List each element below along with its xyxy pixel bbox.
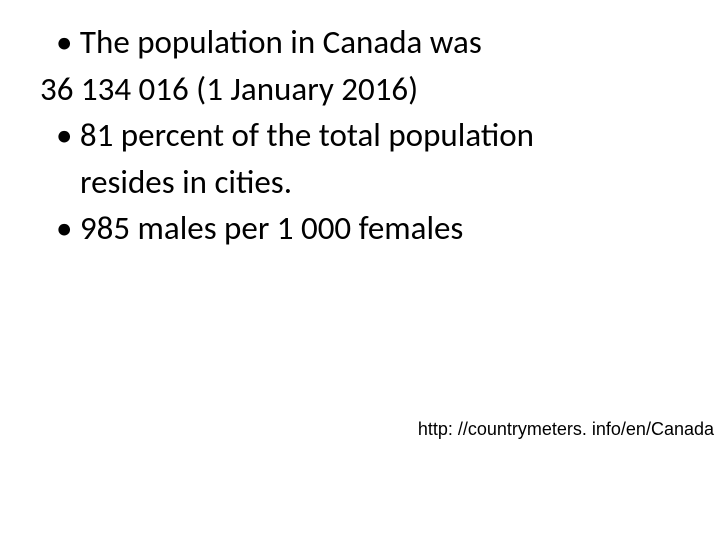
bullet-point-2-line-2: resides in cities. [40,160,690,205]
source-url: http: //countrymeters. info/en/Canada [418,419,714,440]
bullet-point-1-line-1: • The population in Canada was [40,20,690,65]
bullet-point-2-line-1: • 81 percent of the total population [40,113,690,158]
slide-content: • The population in Canada was 36 134 01… [0,0,720,273]
bullet-point-1-line-2: 36 134 016 (1 January 2016) [40,67,690,112]
bullet-point-3-line-1: • 985 males per 1 000 females [40,206,690,251]
